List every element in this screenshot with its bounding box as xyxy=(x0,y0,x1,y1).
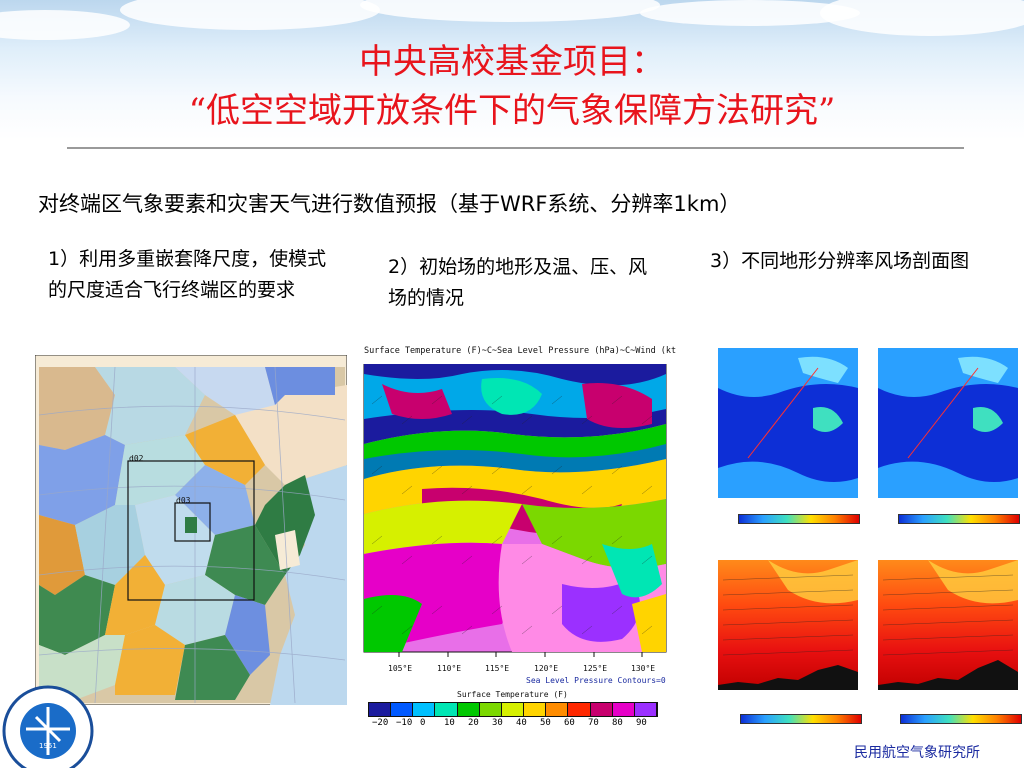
colorbar-tick-label: 50 xyxy=(540,718,551,728)
colorbar-swatch xyxy=(524,703,547,716)
temperature-colorbar-labels: −20 −10 0 10 20 30 40 50 60 70 80 90 xyxy=(368,718,668,730)
domain-label-d03: d03 xyxy=(176,496,191,505)
colorbar-tick-label: 80 xyxy=(612,718,623,728)
temperature-colorbar xyxy=(368,702,658,717)
wind-colorbar-left xyxy=(738,514,860,524)
lon-label-105: 105°E xyxy=(388,664,413,673)
temperature-map xyxy=(362,364,668,664)
colorbar-tick-label: 60 xyxy=(564,718,575,728)
colorbar-swatch xyxy=(369,703,392,716)
colorbar-tick-label: 70 xyxy=(588,718,599,728)
lon-label-120: 120°E xyxy=(534,664,559,673)
lon-label-130: 130°E xyxy=(631,664,656,673)
wind-colorbar-right xyxy=(898,514,1020,524)
sky-header-background xyxy=(0,0,1024,140)
colorbar-tick-label: 0 xyxy=(420,718,426,728)
contour-note: Sea Level Pressure Contours=0 xyxy=(526,676,666,685)
cross-section-low-res xyxy=(718,560,858,690)
colorbar-tick-label: 10 xyxy=(444,718,455,728)
legend-title: Surface Temperature (F) xyxy=(457,690,568,699)
colorbar-tick-label: 30 xyxy=(492,718,503,728)
lon-label-110: 110°E xyxy=(437,664,462,673)
surface-temperature-panel: Surface Temperature (F)~C~Sea Level Pres… xyxy=(362,346,702,736)
cross-section-high-res xyxy=(878,560,1018,690)
footer-institute: 民用航空气象研究所 xyxy=(854,745,980,761)
title-divider xyxy=(67,147,964,149)
slide-title-line2: “低空空域开放条件下的气象保障方法研究” xyxy=(188,91,836,131)
wind-profile-panel xyxy=(700,348,1024,734)
logo-year: 1951 xyxy=(39,742,57,750)
humidity-colorbar-right xyxy=(900,714,1022,724)
colorbar-swatch xyxy=(590,703,613,716)
colorbar-swatch xyxy=(634,703,658,716)
caption-wind-profile: 3）不同地形分辨率风场剖面图 xyxy=(710,250,970,272)
temp-map-header: Surface Temperature (F)~C~Sea Level Pres… xyxy=(364,346,677,356)
domain-d02-box xyxy=(127,460,255,601)
colorbar-swatch xyxy=(501,703,525,716)
wind-field-map-low-res xyxy=(718,348,858,498)
colorbar-swatch xyxy=(435,703,458,716)
colorbar-swatch xyxy=(546,703,569,716)
wind-field-map-high-res xyxy=(878,348,1018,498)
colorbar-tick-label: −20 xyxy=(372,718,389,728)
caption-nested-domains: 1）利用多重嵌套降尺度，使模式的尺度适合飞行终端区的要求 xyxy=(48,248,327,301)
colorbar-swatch xyxy=(457,703,480,716)
domain-d03-box xyxy=(174,502,211,542)
humidity-colorbar-left xyxy=(740,714,862,724)
colorbar-tick-label: 20 xyxy=(468,718,479,728)
colorbar-swatch xyxy=(568,703,591,716)
colorbar-swatch xyxy=(612,703,635,716)
colorbar-tick-label: 40 xyxy=(516,718,527,728)
slide-title-line1: 中央高校基金项目： xyxy=(359,42,665,82)
colorbar-tick-label: −10 xyxy=(396,718,413,728)
caption-initial-field: 2）初始场的地形及温、压、风场的情况 xyxy=(388,256,648,309)
colorbar-swatch xyxy=(479,703,502,716)
domain-label-d02: d02 xyxy=(129,454,144,463)
colorbar-tick-label: 90 xyxy=(636,718,647,728)
colorbar-swatch xyxy=(413,703,436,716)
lon-label-125: 125°E xyxy=(583,664,608,673)
slide-subtitle: 对终端区气象要素和灾害天气进行数值预报（基于WRF系统、分辨率1km） xyxy=(38,192,741,216)
colorbar-swatch xyxy=(391,703,414,716)
university-logo: 1951 xyxy=(2,685,94,768)
nested-domain-map: d02 d03 xyxy=(35,355,347,705)
lon-label-115: 115°E xyxy=(485,664,510,673)
